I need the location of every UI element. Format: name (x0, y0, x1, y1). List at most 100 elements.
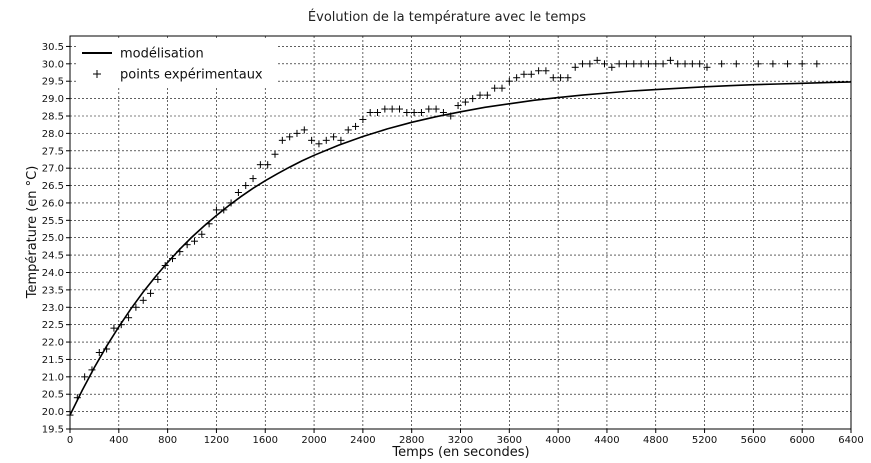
data-point (169, 255, 177, 263)
data-point (769, 60, 777, 68)
y-tick-label: 22.0 (42, 338, 64, 349)
data-point (615, 60, 623, 68)
x-tick-label: 1200 (204, 435, 229, 446)
data-point (344, 126, 352, 134)
data-point (278, 136, 286, 144)
data-point (674, 60, 682, 68)
data-point (154, 275, 162, 283)
data-point (498, 84, 506, 92)
x-tick-label: 2000 (301, 435, 326, 446)
data-point (417, 109, 425, 117)
y-tick-label: 25.0 (42, 233, 64, 244)
x-tick-label: 1600 (253, 435, 278, 446)
y-tick-label: 24.0 (42, 268, 64, 279)
legend-label-model: modélisation (120, 47, 204, 62)
data-point (132, 303, 140, 311)
y-tick-label: 20.0 (42, 407, 64, 418)
data-point (271, 150, 279, 158)
y-tick-label: 20.5 (42, 390, 64, 401)
x-tick-label: 4400 (594, 435, 619, 446)
data-point (688, 60, 696, 68)
data-point (813, 60, 821, 68)
data-point (593, 56, 601, 64)
data-point (352, 122, 360, 130)
data-point (461, 98, 469, 106)
x-tick-label: 400 (109, 435, 128, 446)
grid (70, 36, 851, 429)
y-tick-label: 21.5 (42, 355, 64, 366)
data-point (88, 366, 96, 374)
y-tick-label: 29.0 (42, 94, 64, 105)
y-tick-label: 27.0 (42, 164, 64, 175)
data-point (410, 109, 418, 117)
data-point (432, 105, 440, 113)
data-point (220, 206, 228, 214)
x-tick-label: 3200 (448, 435, 473, 446)
legend-label-points: points expérimentaux (120, 68, 263, 83)
data-point (549, 74, 557, 82)
x-axis-label: Temps (en secondes) (391, 445, 529, 460)
y-axis-label: Température (en °C) (25, 166, 40, 300)
data-point (315, 140, 323, 148)
x-tick-label: 2800 (399, 435, 424, 446)
data-point (359, 115, 367, 123)
data-point (513, 74, 521, 82)
data-point (659, 60, 667, 68)
data-point (242, 182, 250, 190)
data-point (103, 345, 111, 353)
x-tick-label: 6000 (789, 435, 814, 446)
data-point (176, 248, 184, 256)
data-point (439, 109, 447, 117)
data-point (542, 67, 550, 75)
data-point (454, 102, 462, 110)
data-point (147, 289, 155, 297)
legend-plus-marker (93, 70, 101, 78)
data-point (469, 95, 477, 103)
y-tick-label: 25.5 (42, 216, 64, 227)
data-point (579, 60, 587, 68)
data-point (366, 109, 374, 117)
data-point (139, 296, 147, 304)
y-tick-label: 26.5 (42, 181, 64, 192)
data-point (95, 348, 103, 356)
data-point (212, 206, 220, 214)
data-point (644, 60, 652, 68)
data-point (161, 262, 169, 270)
data-point (447, 112, 455, 120)
data-point (703, 63, 711, 71)
data-point (425, 105, 433, 113)
y-tick-label: 19.5 (42, 425, 64, 436)
data-point (622, 60, 630, 68)
data-point (388, 105, 396, 113)
model-series (69, 81, 852, 416)
data-point (249, 175, 257, 183)
y-tick-label: 28.5 (42, 111, 64, 122)
data-point (322, 136, 330, 144)
data-point (81, 373, 89, 381)
data-point (330, 133, 338, 141)
data-point (557, 74, 565, 82)
y-tick-label: 29.5 (42, 77, 64, 88)
data-point (637, 60, 645, 68)
chart-title: Évolution de la température avec le temp… (308, 9, 586, 25)
data-point (527, 70, 535, 78)
data-point (125, 314, 133, 322)
y-tick-label: 23.5 (42, 285, 64, 296)
data-point (300, 126, 308, 134)
data-point (732, 60, 740, 68)
x-tick-label: 4800 (643, 435, 668, 446)
y-tick-label: 22.5 (42, 320, 64, 331)
data-point (666, 56, 674, 64)
data-point (505, 77, 513, 85)
data-point (608, 63, 616, 71)
experimental-series (66, 56, 821, 419)
x-tick-label: 5600 (741, 435, 766, 446)
data-point (630, 60, 638, 68)
data-point (754, 60, 762, 68)
data-point (403, 109, 411, 117)
data-point (681, 60, 689, 68)
data-point (117, 321, 125, 329)
y-tick-label: 28.0 (42, 129, 64, 140)
data-point (374, 109, 382, 117)
legend-box (76, 40, 276, 88)
